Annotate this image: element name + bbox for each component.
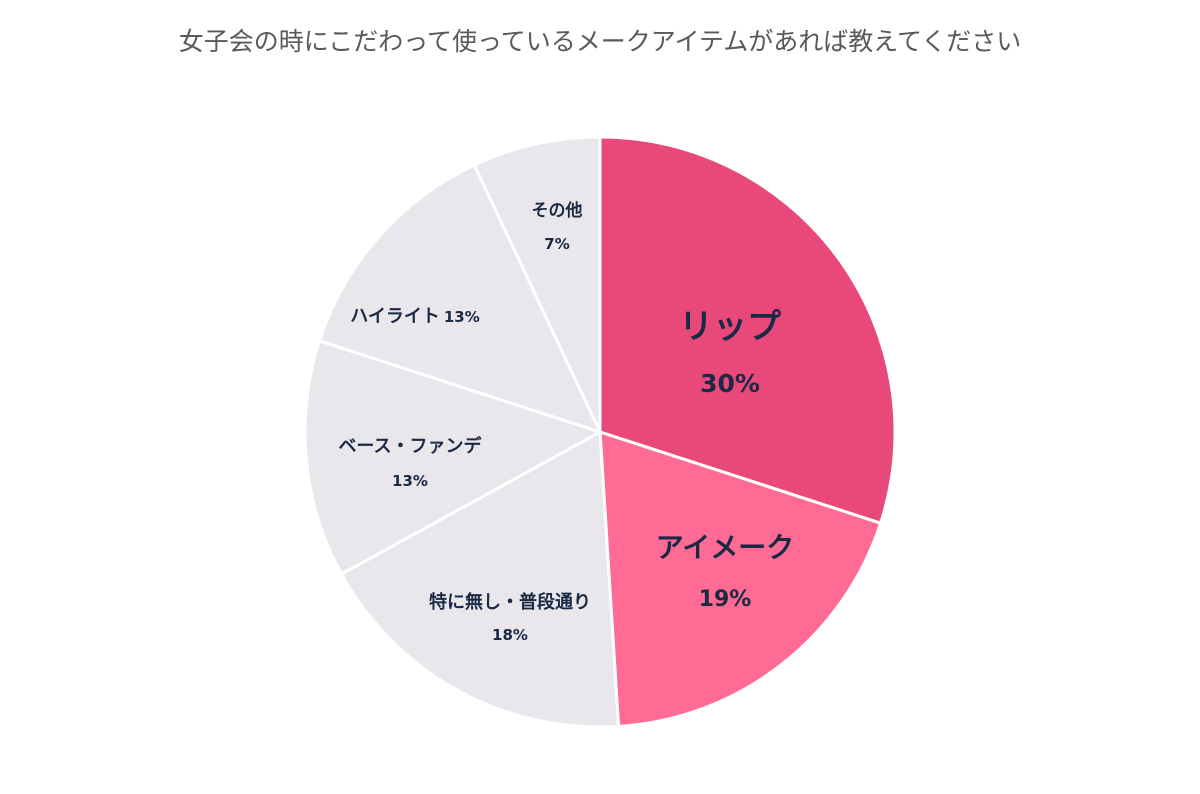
slice-name: アイメーク — [656, 531, 795, 564]
pie-slice — [303, 338, 604, 577]
slice-value-label: 13% — [392, 472, 428, 490]
slice-name: ベース・ファンデ — [338, 435, 482, 457]
pie-slice — [472, 135, 602, 433]
slice-value-label: 7% — [544, 235, 569, 253]
slice-name: ハイライト — [350, 306, 440, 327]
slice-value-label: 13% — [444, 308, 480, 326]
slice-value-label: 30% — [700, 369, 760, 398]
chart-title: 女子会の時にこだわって使っているメークアイテムがあれば教えてください — [178, 27, 1022, 56]
slice-name: その他 — [532, 200, 583, 221]
slice-name: リップ — [679, 307, 781, 347]
pie-slice — [339, 429, 621, 729]
pie-slice — [598, 135, 897, 526]
slice-value-label: 19% — [699, 587, 752, 612]
pie-slice — [598, 429, 883, 729]
pie-slice — [317, 163, 603, 435]
slice-value-label: 18% — [492, 626, 528, 644]
slice-label: ハイライト 13% — [350, 306, 480, 327]
slice-name: 特に無し・普段通り — [429, 591, 591, 613]
